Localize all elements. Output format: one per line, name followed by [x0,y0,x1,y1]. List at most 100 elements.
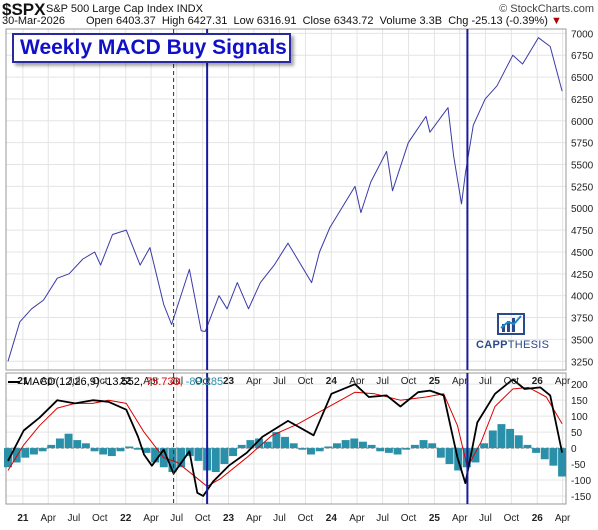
macd-x-tick-label: Oct [504,513,520,524]
macd-y-tick-label: 100 [571,412,588,423]
price-y-tick-label: 7000 [571,29,594,40]
histogram-bar [142,448,151,453]
macd-x-tick-label: Oct [195,513,211,524]
histogram-bar [255,438,264,449]
close-label: Close [302,15,331,27]
macd-x-tick-label: 25 [429,513,441,524]
price-y-tick-label: 6750 [571,51,594,62]
low-value: 6316.91 [256,15,297,27]
macd-panel-frame [5,372,567,505]
histogram-bar [419,440,428,449]
open-value: 6403.37 [115,15,156,27]
histogram-bar [540,448,549,460]
macd-x-tick-label: Jul [67,513,80,524]
price-y-tick-label: 5500 [571,161,594,172]
macd-legend-label: MACD(12,26,9) [23,376,100,388]
price-y-tick-label: 5000 [571,204,594,215]
price-x-tick-label: Apr [143,376,159,387]
histogram-bar [307,448,315,455]
histogram-bar [367,444,376,449]
price-x-tick-label: Jul [170,376,183,387]
chg-value: -25.13 (-0.39%) [471,15,548,27]
histogram-bar [532,448,541,453]
histogram-bar [332,443,341,449]
price-x-tick-label: Apr [40,376,56,387]
histogram-bar [480,443,489,449]
price-x-tick-label: Apr [452,376,468,387]
macd-x-tick-label: Apr [40,513,56,524]
macd-x-tick-label: Apr [555,513,571,524]
macd-x-tick-label: 21 [17,513,29,524]
macd-y-tick-label: 0 [571,444,577,455]
quote-date: 30-Mar-2026 [2,15,65,27]
macd-x-tick-label: Apr [246,513,262,524]
histogram-bar [488,430,497,449]
histogram-bar [506,428,515,449]
histogram-bar [47,444,56,449]
histogram-bar [263,441,272,449]
histogram-bar [272,432,281,449]
ohlc-readout: Open 6403.37 High 6427.31 Low 6316.91 Cl… [86,15,562,27]
price-x-tick-label: Jul [376,376,389,387]
macd-line [7,378,563,497]
macd-x-tick-label: Jul [170,513,183,524]
price-y-tick-label: 5250 [571,182,594,193]
histogram-bar [116,448,125,452]
macd-x-axis: 21 Apr Jul Oct 22 Apr Jul Oct 23 Apr Jul Oct 24 Apr Ju… [17,513,571,524]
histogram-bar [220,448,229,465]
histogram-bar [281,436,289,449]
histogram-bar [549,448,558,466]
macd-y-tick-label: 50 [571,428,583,439]
histogram-bar [125,446,134,449]
histogram-bar [211,448,220,473]
histogram-bar [324,446,333,449]
histogram-bar [194,448,203,461]
price-x-tick-label: Jul [273,376,286,387]
histogram-bar [402,448,411,450]
histogram-bar [64,433,73,449]
macd-x-tick-label: Apr [143,513,159,524]
histogram-bar [99,448,108,455]
histogram-bar [229,448,238,457]
ticker-name: S&P 500 Large Cap Index INDX [46,3,203,15]
histogram-bar [445,448,454,465]
price-y-tick-label: 6500 [571,73,594,84]
histogram-bar [428,443,437,449]
high-label: High [161,15,185,27]
price-x-tick-label: 22 [120,376,132,387]
macd-y-tick-label: -50 [571,460,586,471]
price-x-tick-label: Oct [504,376,520,387]
macd-x-tick-label: 23 [223,513,235,524]
histogram-bar [471,448,480,463]
price-x-tick-label: Jul [479,376,492,387]
signal-legend-value: 75.733, [145,376,183,388]
price-x-tick-label: 21 [17,376,29,387]
macd-x-tick-label: Oct [401,513,417,524]
macd-x-tick-label: 26 [532,513,544,524]
macd-y-tick-label: -150 [571,492,591,503]
price-x-tick-label: 23 [223,376,235,387]
histogram-bar [289,443,298,449]
chart-title: Weekly MACD Buy Signals [12,33,291,63]
volume-label: Volume [379,15,417,27]
histogram-bar [55,438,64,449]
histogram-bar [29,448,38,455]
price-y-axis: 3250 3500 3750 4000 4250 4500 4750 5000 5250 5500… [571,29,594,368]
macd-y-tick-label: 200 [571,380,588,391]
signal-markers [173,29,469,504]
histogram-bar [497,424,506,449]
histogram-bar [168,448,177,473]
histogram-bar [12,448,21,463]
macd-x-tick-label: Jul [376,513,389,524]
histogram-bar [21,448,30,458]
histogram-bar [90,448,99,452]
logo-wordmark: CAPPTHESIS [476,339,550,351]
histogram-bar [177,448,186,468]
histogram-bar [393,448,402,455]
low-label: Low [233,15,254,27]
histogram-bar [514,435,523,449]
brand-credit[interactable]: © StockCharts.com [499,3,594,15]
price-y-tick-label: 3500 [571,335,594,346]
macd-x-tick-label: Oct [298,513,314,524]
histogram-bar [341,440,350,449]
